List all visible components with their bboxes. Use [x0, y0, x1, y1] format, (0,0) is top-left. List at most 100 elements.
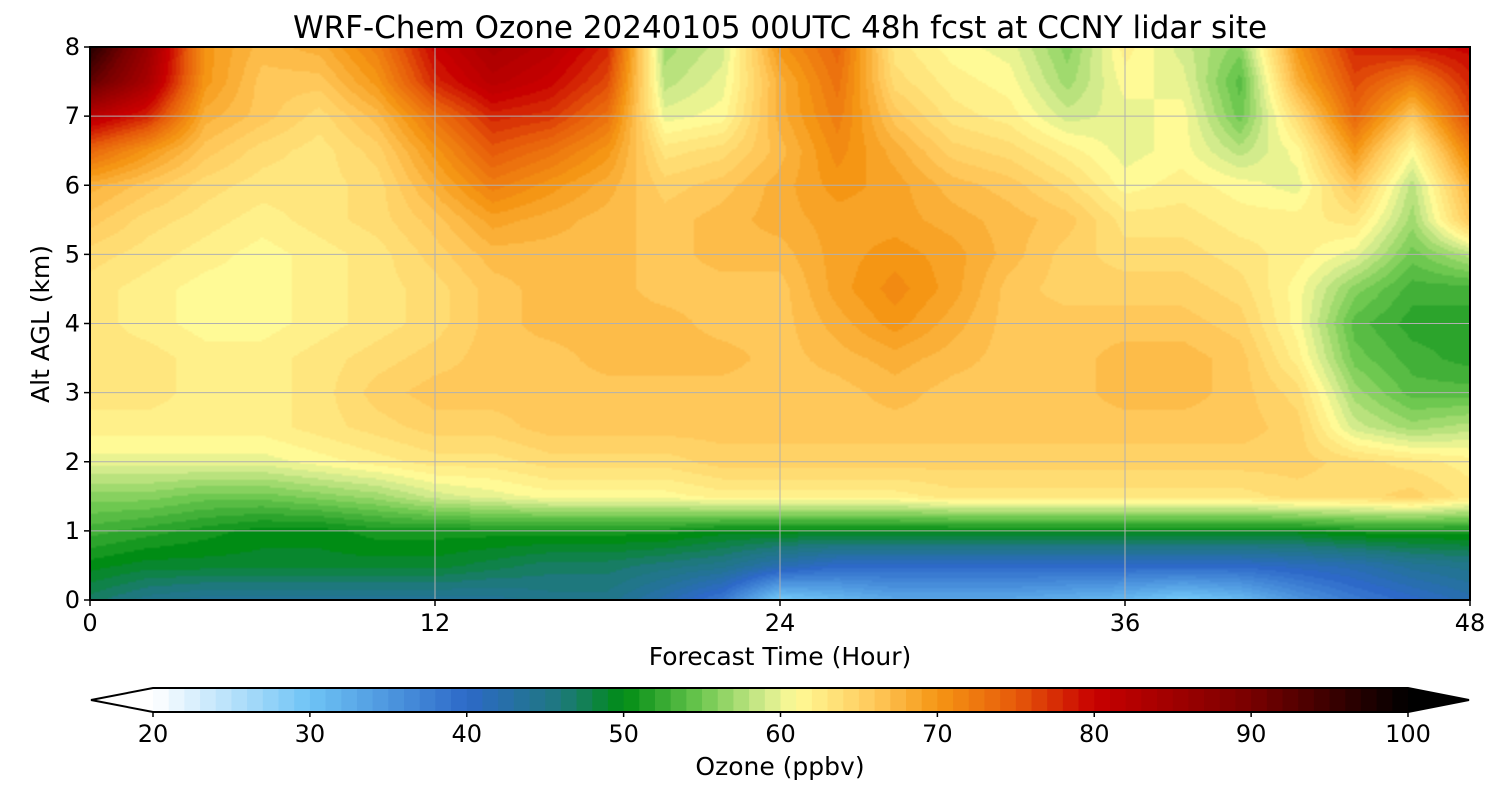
colorbar-ticks: 20 30 40 50 60 70 80 90 100	[138, 712, 1431, 748]
colorbar-tick-label: 50	[608, 720, 639, 748]
colorbar-segment	[466, 688, 484, 712]
colorbar-tick-label: 80	[1079, 720, 1110, 748]
colorbar-segment	[1157, 688, 1174, 712]
colorbar-segment	[1313, 688, 1331, 712]
colorbar-segment	[953, 688, 970, 712]
colorbar-segment	[937, 688, 954, 712]
y-axis-label: Alt AGL (km)	[26, 245, 55, 403]
colorbar-tick-label: 90	[1236, 720, 1267, 748]
colorbar-segment	[1235, 688, 1252, 712]
colorbar-extend-high	[1408, 688, 1469, 712]
colorbar-segment	[686, 688, 703, 712]
colorbar-tick-label: 100	[1385, 720, 1431, 748]
colorbar-segment	[341, 688, 358, 712]
colorbar-segment	[372, 688, 389, 712]
colorbar-segment	[655, 688, 672, 712]
colorbar-segment	[749, 688, 766, 712]
colorbar-segment	[545, 688, 562, 712]
colorbar-segment	[356, 688, 374, 712]
colorbar-segment	[451, 688, 468, 712]
colorbar-segment	[623, 688, 640, 712]
grid-lines	[90, 47, 1470, 600]
colorbar-tick-label: 40	[451, 720, 482, 748]
colorbar-segment	[858, 688, 876, 712]
x-tick-label: 24	[765, 609, 796, 637]
colorbar-segment	[168, 688, 185, 712]
colorbar-segment	[843, 688, 860, 712]
colorbar-segment	[325, 688, 342, 712]
colorbar-segment	[1062, 688, 1080, 712]
colorbar-segment	[435, 688, 452, 712]
colorbar-segment	[404, 688, 421, 712]
colorbar	[90, 687, 1470, 713]
colorbar-segment	[1345, 688, 1362, 712]
colorbar-segment	[247, 688, 264, 712]
colorbar-segment	[1251, 688, 1268, 712]
colorbar-segment	[780, 688, 797, 712]
colorbar-segment	[906, 688, 923, 712]
y-tick-label: 5	[65, 240, 80, 268]
y-tick-label: 2	[65, 448, 80, 476]
y-tick-label: 4	[65, 310, 80, 338]
colorbar-segment	[1188, 688, 1205, 712]
colorbar-label: Ozone (ppbv)	[695, 752, 864, 781]
colorbar-tick-label: 30	[295, 720, 326, 748]
colorbar-segment	[1282, 688, 1299, 712]
colorbar-segment	[1015, 688, 1033, 712]
colorbar-segment	[200, 688, 217, 712]
y-tick-label: 1	[65, 517, 80, 545]
colorbar-segment	[607, 688, 625, 712]
colorbar-segment	[153, 688, 170, 712]
x-axis-ticks: 0 12 24 36 48	[82, 600, 1485, 637]
colorbar-segment	[419, 688, 436, 712]
colorbar-segment	[1298, 688, 1315, 712]
colorbar-segment	[717, 688, 735, 712]
colorbar-segment	[560, 688, 578, 712]
colorbar-segment	[874, 688, 891, 712]
colorbar-tick-label: 60	[765, 720, 796, 748]
colorbar-segment	[1392, 688, 1409, 712]
colorbar-segment	[639, 688, 656, 712]
colorbar-segment	[1172, 688, 1189, 712]
colorbar-segment	[1219, 688, 1237, 712]
colorbar-segment	[529, 688, 546, 712]
colorbar-segment	[1376, 688, 1393, 712]
colorbar-segment	[1141, 688, 1158, 712]
colorbar-segment	[1360, 688, 1378, 712]
colorbar-segment	[811, 688, 829, 712]
colorbar-segment	[827, 688, 844, 712]
colorbar-segment	[309, 688, 327, 712]
colorbar-segment	[921, 688, 938, 712]
colorbar-segment	[184, 688, 201, 712]
colorbar-segment	[231, 688, 248, 712]
colorbar-segment	[262, 688, 280, 712]
colorbar-segment	[1109, 688, 1127, 712]
colorbar-segment	[890, 688, 907, 712]
colorbar-segment	[576, 688, 593, 712]
colorbar-segment	[388, 688, 405, 712]
colorbar-segment	[1078, 688, 1095, 712]
colorbar-segment	[1329, 688, 1346, 712]
x-tick-label: 12	[420, 609, 451, 637]
colorbar-segment	[796, 688, 813, 712]
colorbar-segment	[1266, 688, 1284, 712]
colorbar-segment	[592, 688, 609, 712]
colorbar-segment	[513, 688, 531, 712]
colorbar-tick-label: 70	[922, 720, 953, 748]
colorbar-segment	[498, 688, 515, 712]
y-tick-label: 7	[65, 102, 80, 130]
y-tick-label: 8	[65, 33, 80, 61]
colorbar-segment	[1047, 688, 1064, 712]
colorbar-segment	[670, 688, 687, 712]
colorbar-segment	[482, 688, 499, 712]
colorbar-segment	[1204, 688, 1221, 712]
y-tick-label: 0	[65, 586, 80, 614]
colorbar-segment	[764, 688, 782, 712]
colorbar-segment	[215, 688, 233, 712]
colorbar-segment	[1031, 688, 1048, 712]
x-tick-label: 0	[82, 609, 97, 637]
y-axis-ticks: 0 1 2 3 4 5 6 7 8	[65, 33, 90, 614]
colorbar-segment	[733, 688, 750, 712]
y-tick-label: 6	[65, 171, 80, 199]
